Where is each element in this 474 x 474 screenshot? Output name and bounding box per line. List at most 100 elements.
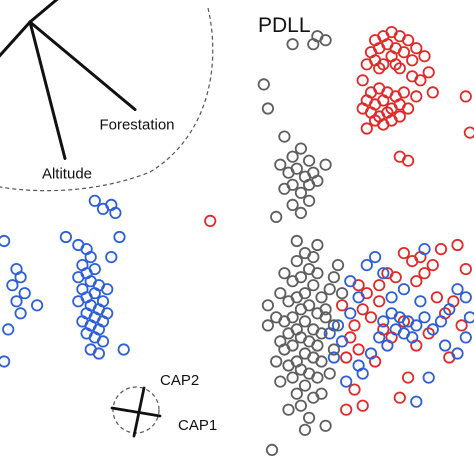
- point-gray-23: [319, 158, 332, 171]
- point-blue-39: [14, 271, 27, 284]
- point-gray-18: [278, 182, 291, 195]
- point-blue-82: [331, 319, 345, 332]
- point-gray-70: [261, 319, 274, 332]
- point-gray-20: [286, 198, 299, 211]
- scatter-points: [0, 25, 474, 456]
- point-blue-57: [381, 339, 394, 352]
- point-blue-69: [344, 275, 357, 288]
- point-blue-23: [92, 347, 106, 360]
- vector-line-0: [28, 0, 59, 24]
- point-blue-45: [2, 323, 15, 336]
- point-blue-6: [72, 271, 85, 284]
- point-red-27: [377, 94, 390, 107]
- point-blue-31: [113, 230, 126, 244]
- point-red-4: [401, 34, 415, 47]
- point-red-38: [356, 102, 369, 115]
- point-gray-30: [311, 267, 324, 280]
- point-red-16: [410, 42, 423, 55]
- point-gray-3: [286, 38, 299, 51]
- point-blue-60: [443, 303, 456, 316]
- point-blue-75: [385, 291, 398, 304]
- point-gray-69: [270, 311, 283, 324]
- point-red-55: [389, 271, 402, 284]
- point-red-11: [377, 58, 390, 71]
- point-blue-61: [451, 283, 464, 296]
- vector-label-forestation: Forestation: [99, 117, 174, 134]
- point-blue-28: [101, 283, 114, 296]
- point-gray-46: [315, 327, 328, 340]
- point-gray-81: [315, 387, 328, 400]
- point-blue-76: [340, 375, 353, 388]
- point-red-67: [348, 319, 361, 332]
- point-gray-47: [282, 327, 295, 340]
- point-blue-73: [418, 243, 431, 256]
- point-red-73: [397, 315, 410, 328]
- point-gray-80: [265, 443, 279, 456]
- point-blue-81: [344, 307, 357, 320]
- point-blue-21: [96, 335, 110, 348]
- point-red-49: [463, 126, 474, 139]
- point-blue-24: [80, 327, 93, 340]
- point-blue-64: [438, 339, 452, 352]
- point-gray-62: [298, 379, 312, 392]
- point-gray-6: [278, 130, 291, 143]
- point-red-75: [422, 327, 435, 340]
- point-blue-29: [105, 251, 118, 264]
- point-gray-88: [290, 234, 303, 248]
- point-blue-72: [377, 267, 390, 280]
- point-red-13: [393, 62, 406, 75]
- point-gray-75: [331, 258, 345, 272]
- point-red-81: [356, 399, 369, 412]
- point-blue-79: [364, 347, 378, 360]
- point-red-48: [401, 154, 415, 167]
- point-red-37: [426, 86, 439, 99]
- point-gray-41: [319, 311, 332, 324]
- point-blue-37: [0, 234, 11, 248]
- point-blue-62: [459, 291, 472, 304]
- point-gray-51: [311, 339, 324, 352]
- point-blue-58: [426, 323, 439, 336]
- point-red-66: [373, 295, 386, 308]
- point-red-36: [422, 66, 435, 79]
- point-red-61: [451, 238, 464, 252]
- point-gray-74: [274, 287, 287, 300]
- point-red-56: [373, 279, 386, 292]
- point-red-33: [401, 102, 415, 115]
- point-red-44: [356, 74, 369, 87]
- point-gray-13: [282, 166, 295, 179]
- point-blue-67: [327, 351, 340, 364]
- point-red-18: [373, 62, 386, 75]
- point-gray-87: [311, 238, 324, 252]
- point-blue-42: [10, 295, 23, 308]
- point-gray-31: [286, 275, 299, 288]
- point-blue-30: [117, 343, 130, 356]
- point-blue-78: [410, 395, 423, 408]
- point-gray-8: [294, 142, 307, 155]
- point-blue-66: [335, 335, 349, 348]
- point-blue-27: [76, 315, 89, 328]
- point-red-57: [410, 275, 423, 288]
- point-gray-65: [294, 399, 307, 412]
- point-red-46: [459, 90, 472, 103]
- point-gray-57: [282, 359, 295, 372]
- point-blue-63: [463, 311, 474, 324]
- point-gray-21: [294, 206, 307, 219]
- point-blue-56: [373, 331, 386, 344]
- point-gray-63: [290, 387, 303, 400]
- point-blue-74: [397, 283, 410, 296]
- point-gray-76: [327, 271, 340, 284]
- point-blue-36: [59, 230, 73, 244]
- vector-line-1: [28, 20, 137, 111]
- point-gray-71: [274, 335, 287, 348]
- point-blue-83: [422, 371, 435, 384]
- cap2-axis-line: [132, 386, 146, 438]
- point-gray-68: [319, 419, 332, 432]
- point-blue-50: [410, 319, 423, 332]
- point-red-84: [335, 299, 349, 312]
- point-gray-60: [286, 371, 299, 384]
- point-gray-7: [286, 150, 299, 163]
- point-gray-4: [257, 78, 270, 91]
- point-gray-86: [278, 267, 291, 280]
- point-gray-61: [311, 371, 324, 384]
- point-red-70: [340, 351, 353, 364]
